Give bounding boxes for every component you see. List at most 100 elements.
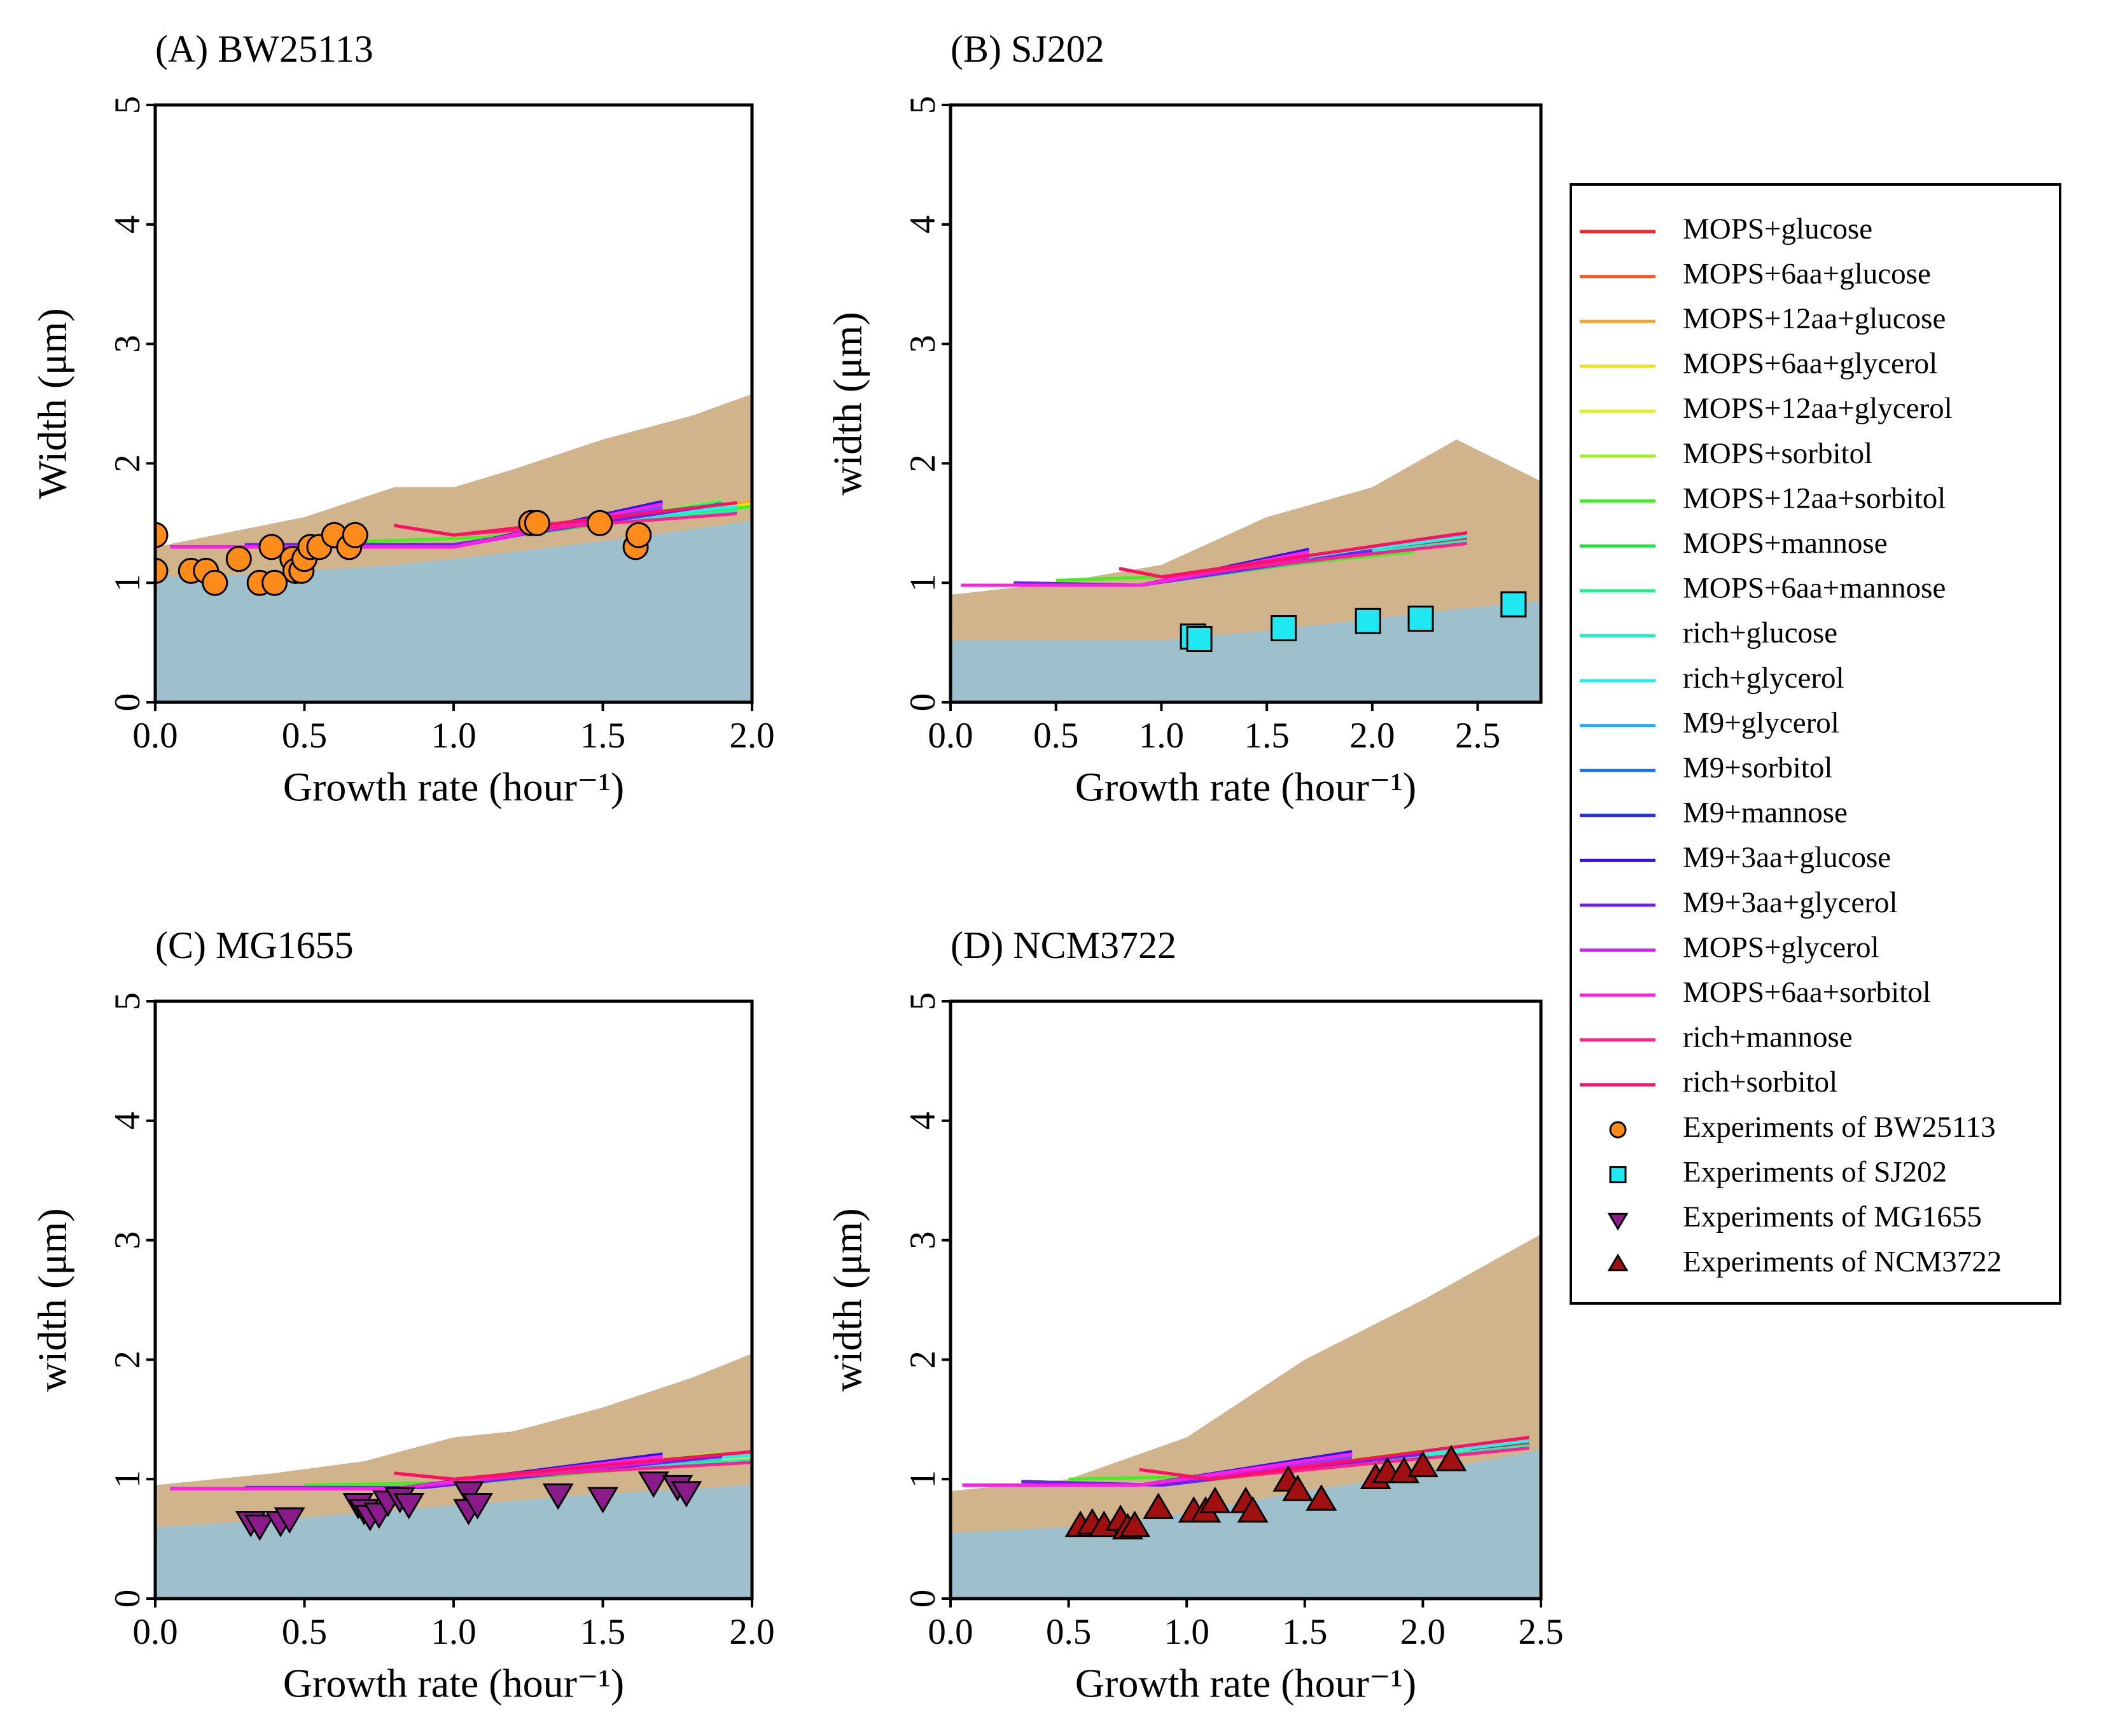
y-tick-label: 5 [108, 96, 148, 115]
legend-label: M9+glycerol [1683, 706, 1839, 739]
legend-label: rich+glucose [1683, 616, 1837, 649]
marker [1186, 625, 1213, 652]
y-axis-label: width (μm) [825, 312, 870, 496]
y-axis-label: width (μm) [30, 1208, 75, 1392]
series-line [962, 1452, 1353, 1487]
legend-label: MOPS+12aa+glycerol [1683, 392, 1953, 425]
band-area [155, 1485, 752, 1599]
marker [244, 1514, 275, 1541]
y-tick-label: 5 [108, 992, 148, 1011]
marker [1407, 606, 1434, 632]
marker [258, 534, 285, 560]
marker [393, 1493, 425, 1520]
y-tick-label: 0 [108, 1590, 148, 1608]
legend-label: M9+3aa+glucose [1683, 841, 1891, 874]
y-tick-label: 3 [108, 335, 148, 353]
x-tick-label: 0.0 [132, 716, 178, 756]
x-tick-label: 2.5 [1455, 716, 1500, 756]
chart-title: (C) MG1655 [155, 924, 354, 966]
marker [1143, 1492, 1174, 1519]
y-tick-label: 3 [903, 1231, 943, 1249]
y-tick-label: 2 [108, 1351, 148, 1369]
marker [625, 522, 652, 548]
x-tick-label: 1.0 [1139, 716, 1184, 756]
x-tick-label: 1.5 [580, 1612, 625, 1652]
marker [202, 569, 228, 596]
series-line [393, 501, 737, 537]
y-tick-label: 4 [903, 216, 943, 234]
legend-label: MOPS+12aa+sorbitol [1683, 482, 1946, 515]
marker [155, 522, 169, 548]
marker [1119, 1510, 1151, 1538]
legend-label: Experiments of SJ202 [1683, 1155, 1947, 1188]
chart-title: (B) SJ202 [951, 28, 1104, 70]
y-tick-label: 0 [903, 693, 943, 712]
marker [542, 1483, 574, 1510]
marker [155, 557, 169, 584]
marker [225, 546, 252, 573]
marker [637, 1471, 669, 1498]
band-area [951, 1449, 1541, 1599]
y-tick-label: 2 [108, 454, 148, 473]
legend-label: Experiments of NCM3722 [1683, 1246, 2002, 1279]
plot-area [155, 1354, 752, 1599]
marker [1282, 1475, 1314, 1501]
legend-label: M9+sorbitol [1683, 751, 1832, 784]
band-area [155, 520, 752, 702]
legend-label: rich+sorbitol [1683, 1066, 1837, 1099]
x-tick-label: 1.5 [1282, 1612, 1327, 1652]
legend-label: MOPS+6aa+sorbitol [1683, 976, 1931, 1009]
y-axis-label: width (μm) [825, 1208, 870, 1392]
marker [587, 510, 613, 536]
legend-label: MOPS+6aa+glucose [1683, 257, 1931, 290]
marker [1500, 591, 1527, 618]
x-tick-label: 0.0 [132, 1612, 178, 1652]
series-line [1118, 531, 1468, 579]
x-tick-label: 1.5 [1244, 716, 1290, 756]
marker [524, 510, 550, 536]
plot-frame [949, 999, 1543, 1601]
y-tick-label: 3 [903, 335, 943, 353]
marker [274, 1507, 305, 1534]
y-tick-label: 4 [108, 1112, 148, 1130]
marker [261, 569, 288, 596]
chart-title: (D) NCM3722 [951, 924, 1176, 966]
y-axis-label: Width (μm) [30, 308, 75, 499]
x-tick-label: 0.5 [282, 716, 327, 756]
marker [342, 522, 368, 548]
x-axis-label: Growth rate (hour⁻¹) [283, 765, 624, 810]
y-tick-label: 2 [903, 1351, 943, 1369]
marker [1435, 1445, 1467, 1471]
legend-label: MOPS+12aa+glucose [1683, 302, 1946, 335]
band-area [951, 601, 1541, 702]
marker [462, 1493, 493, 1520]
legend-box [1570, 183, 2061, 1305]
marker [587, 1487, 618, 1514]
y-tick-label: 0 [108, 693, 148, 712]
x-axis-label: Growth rate (hour⁻¹) [1075, 1661, 1416, 1706]
x-tick-label: 2.0 [729, 1612, 774, 1652]
legend-label: Experiments of MG1655 [1683, 1200, 1982, 1233]
legend-marker [1607, 1212, 1629, 1231]
chart-title: (A) BW25113 [155, 28, 373, 70]
legend-label: MOPS+mannose [1683, 527, 1888, 560]
x-tick-label: 0.5 [1033, 716, 1078, 756]
marker [1407, 1450, 1439, 1478]
series-line [393, 1450, 752, 1481]
plot-area [951, 439, 1541, 702]
legend-label: rich+mannose [1683, 1021, 1853, 1054]
y-tick-label: 1 [108, 1470, 148, 1489]
x-tick-label: 2.0 [1349, 716, 1395, 756]
x-tick-label: 2.0 [729, 716, 774, 756]
marker [1237, 1496, 1269, 1523]
y-tick-label: 2 [903, 454, 943, 473]
y-tick-label: 1 [903, 574, 943, 592]
legend-label: MOPS+glycerol [1683, 931, 1879, 964]
y-tick-label: 4 [108, 216, 148, 234]
y-tick-label: 5 [903, 96, 943, 115]
x-tick-label: 1.0 [431, 716, 476, 756]
plot-area [155, 394, 752, 702]
marker [1271, 615, 1297, 642]
legend-label: MOPS+6aa+glycerol [1683, 347, 1937, 380]
